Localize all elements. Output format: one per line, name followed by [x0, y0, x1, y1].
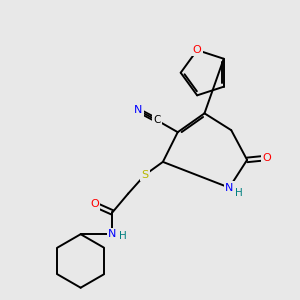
Text: N: N — [108, 229, 116, 239]
Text: H: H — [235, 188, 243, 198]
Text: H: H — [119, 231, 127, 241]
Text: S: S — [142, 170, 148, 180]
Text: O: O — [262, 153, 271, 163]
Text: N: N — [134, 105, 142, 116]
Text: N: N — [225, 183, 233, 193]
Text: O: O — [90, 200, 99, 209]
Text: C: C — [153, 115, 161, 125]
Text: O: O — [193, 45, 202, 55]
